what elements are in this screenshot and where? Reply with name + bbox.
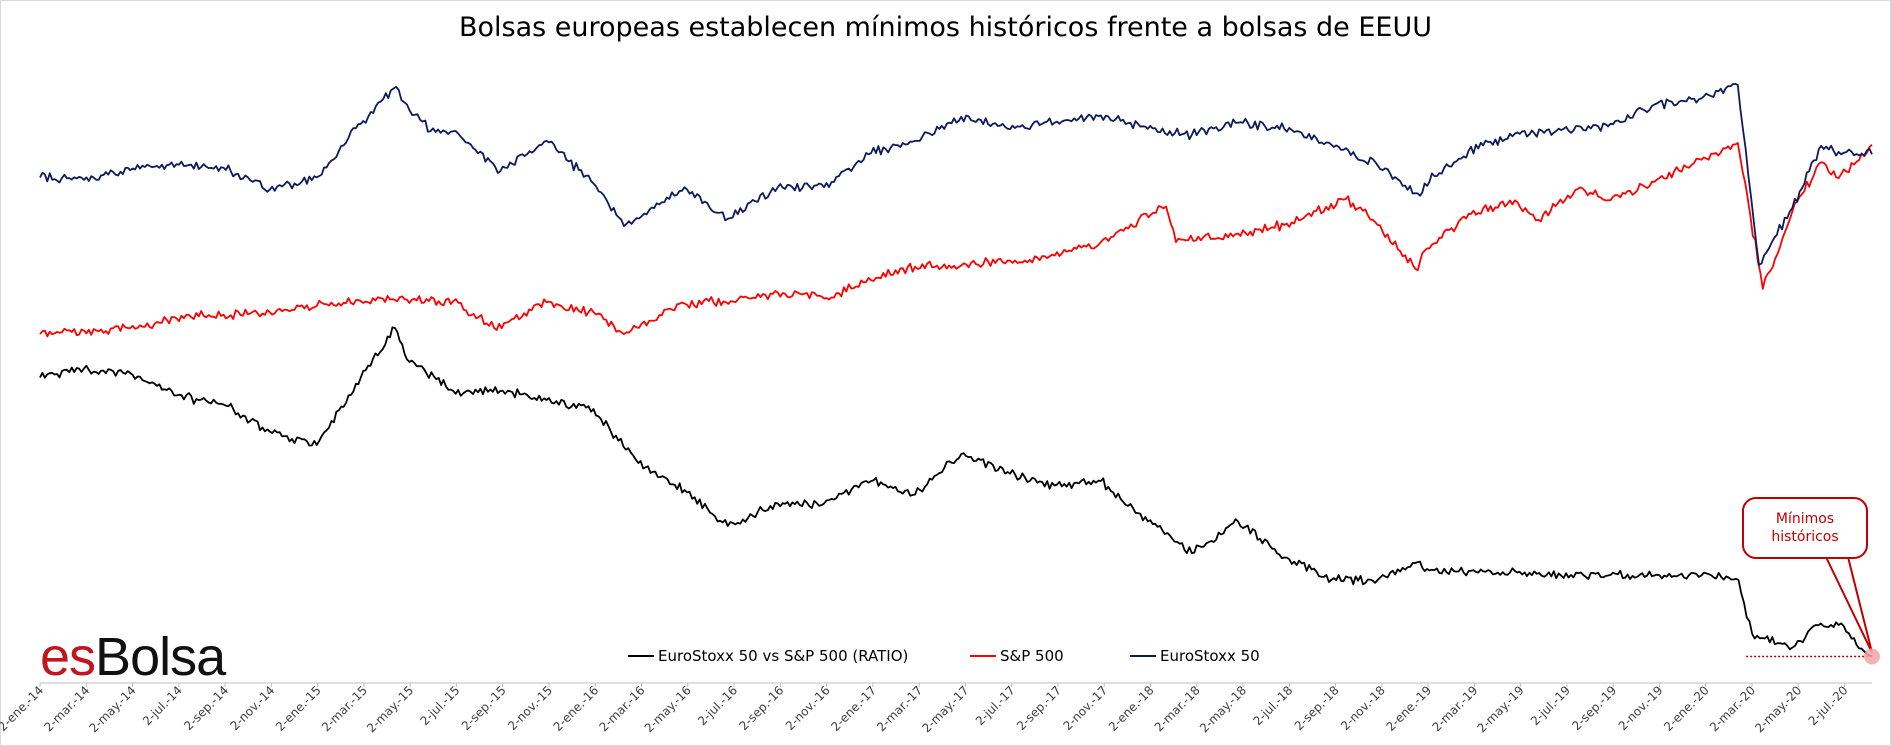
- x-tick-label: 2-ene.-17: [828, 683, 879, 734]
- x-tick-label: 2-nov.-17: [1060, 683, 1110, 733]
- x-tick-label: 2-ene.-20: [1661, 683, 1712, 734]
- series-line-s-p-500: [39, 142, 1873, 338]
- chart-title: Bolsas europeas establecen mínimos histó…: [458, 12, 1433, 43]
- x-tick-label: 2-may.-14: [86, 683, 138, 735]
- logo-suffix: Bolsa: [95, 627, 226, 687]
- legend-item: S&P 500: [970, 647, 1064, 665]
- x-tick-label: 2-sep.-18: [1292, 683, 1342, 733]
- legend-swatch: [970, 655, 996, 657]
- x-tick-label: 2-jul.-14: [140, 683, 185, 728]
- x-tick-label: 2-mar.-17: [874, 683, 925, 734]
- x-tick-label: 2-ene.-15: [273, 683, 324, 734]
- legend-item: EuroStoxx 50 vs S&P 500 (RATIO): [628, 647, 908, 665]
- esbolsa-logo: esBolsa: [40, 627, 226, 687]
- x-tick-label: 2-nov.-15: [505, 683, 555, 733]
- legend-item: EuroStoxx 50: [1130, 647, 1260, 665]
- legend-swatch: [1130, 655, 1156, 657]
- x-tick-label: 2-nov.-19: [1616, 683, 1666, 733]
- x-tick-label: 2-may.-19: [1475, 683, 1527, 735]
- x-tick-label: 2-nov.-14: [228, 683, 278, 733]
- x-tick-label: 2-may.-18: [1197, 683, 1249, 735]
- x-tick-label: 2-mar.-19: [1429, 683, 1480, 734]
- series-line-eurostoxx-50-vs-s-p-500-ratio: [39, 326, 1873, 658]
- x-tick-label: 2-sep.-14: [181, 683, 231, 733]
- x-tick-label: 2-mar.-14: [41, 683, 92, 734]
- x-tick-label: 2-nov.-18: [1338, 683, 1388, 733]
- x-tick-label: 2-mar.-15: [319, 683, 370, 734]
- x-tick-label: 2-sep.-15: [459, 683, 509, 733]
- legend-label: S&P 500: [1000, 647, 1064, 665]
- chart-legend: EuroStoxx 50 vs S&P 500 (RATIO) S&P 500 Eu…: [0, 647, 1891, 669]
- x-tick-label: 2-mar.-20: [1707, 683, 1758, 734]
- x-tick-label: 2-ene.-18: [1106, 683, 1157, 734]
- x-tick-label: 2-may.-20: [1752, 683, 1804, 735]
- x-tick-label: 2-ene.-19: [1383, 683, 1434, 734]
- x-tick-label: 2-mar.-18: [1152, 683, 1203, 734]
- x-tick-label: 2-jul.-17: [973, 683, 1018, 728]
- x-tick-label: 2-jul.-19: [1528, 683, 1573, 728]
- series-line-eurostoxx-50: [39, 83, 1873, 266]
- x-tick-label: 2-sep.-16: [736, 683, 786, 733]
- annotation-callout: Mínimos históricos: [1742, 497, 1868, 559]
- x-tick-label: 2-may.-17: [919, 683, 971, 735]
- x-tick-label: 2-may.-15: [364, 683, 416, 735]
- x-tick-label: 2-nov.-16: [783, 683, 833, 733]
- x-tick-label: 2-may.-16: [642, 683, 694, 735]
- x-tick-label: 2-sep.-17: [1014, 683, 1064, 733]
- minimum-marker: [1864, 648, 1880, 665]
- legend-label: EuroStoxx 50 vs S&P 500 (RATIO): [658, 647, 909, 665]
- logo-prefix: es: [40, 627, 96, 687]
- x-tick-label: 2-sep.-19: [1569, 683, 1619, 733]
- x-tick-label: 2-mar.-16: [597, 683, 648, 734]
- x-tick-label: 2-jul.-16: [695, 683, 740, 728]
- x-tick-label: 2-ene.-14: [0, 683, 46, 734]
- x-tick-label: 2-jul.-15: [418, 683, 463, 728]
- legend-swatch: [628, 655, 654, 657]
- x-tick-label: 2-jul.-18: [1250, 683, 1295, 728]
- legend-label: EuroStoxx 50: [1160, 647, 1260, 665]
- x-tick-label: 2-jul.-20: [1806, 683, 1851, 728]
- callout-pointer: [1825, 556, 1873, 653]
- x-tick-label: 2-ene.-16: [551, 683, 602, 734]
